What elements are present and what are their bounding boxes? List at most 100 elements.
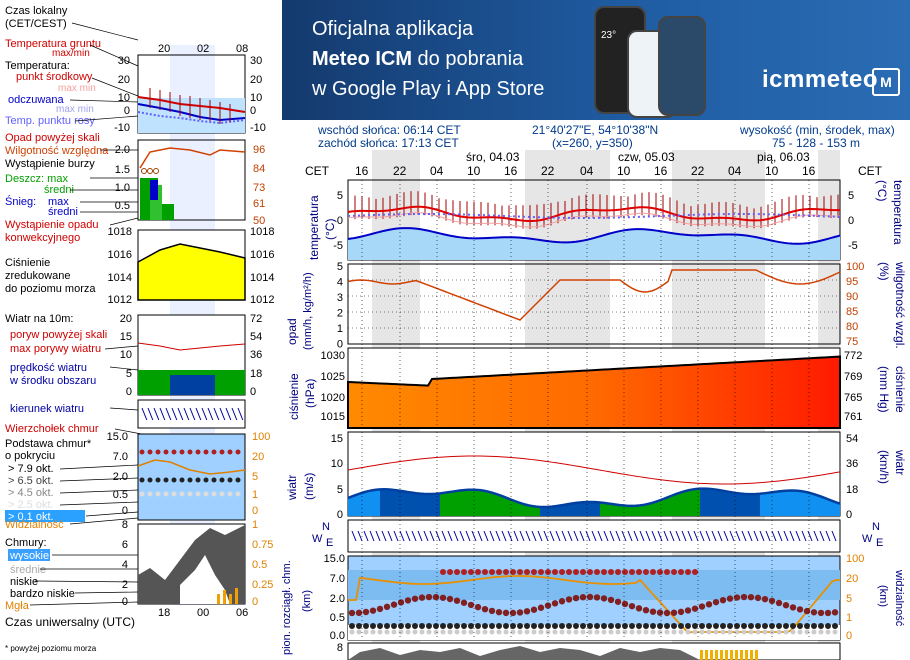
cloud-base-dot-thin (629, 629, 635, 635)
mini-cloud-base-dot (139, 477, 145, 483)
cloud-base-dot (789, 604, 797, 611)
wind-arrow (405, 530, 411, 542)
cloud-base-dot (376, 605, 384, 613)
wind-arrow (759, 530, 765, 542)
cloud-base-dot (390, 601, 398, 608)
cloud-top-dot (496, 569, 502, 575)
cloud-base-dot (530, 606, 538, 613)
wind-arrow (453, 530, 459, 542)
cloud-top-dot (671, 569, 677, 575)
cloud-base-dot-low (615, 623, 621, 629)
day-label-1: śro, 04.03 (466, 150, 520, 164)
wind-arrow (141, 407, 148, 421)
legend-leader-lines (29, 22, 201, 606)
cloud-base-dot (439, 594, 447, 601)
cloud-top-dot (468, 569, 474, 575)
mini-low-l-5: 0 (122, 596, 128, 608)
cloud-base-dot-low (468, 623, 474, 629)
mini-cloud-base-dot (147, 477, 153, 483)
legend-cloud-base: Podstawa chmur* (5, 438, 92, 450)
cloud-base-dot-thin (776, 629, 782, 635)
legend-wind-speed-2: w środku obszaru (9, 375, 96, 387)
app-promo-banner[interactable]: Oficjalna aplikacja Meteo ICM do pobrani… (282, 0, 910, 120)
mini-cloud-base-dot (155, 477, 161, 483)
wind-arrow (201, 407, 208, 421)
wind-arrow (507, 530, 513, 542)
cloud-base-dot-thin (363, 629, 369, 635)
wind-arrow (639, 530, 645, 542)
cloud-base-dot-thin (664, 629, 670, 635)
mini-temp-bars (149, 88, 231, 124)
cloud-base-dot (614, 598, 622, 605)
cloud-base-dot (523, 608, 531, 615)
mini-temp-l-3: 10 (118, 92, 130, 104)
cloud-base-dot-thin (678, 629, 684, 635)
cloud-base-dot-low (475, 623, 481, 629)
mini-press-l-4: 1012 (108, 294, 132, 306)
mini-wind-arrows (141, 407, 244, 421)
cloud-base-dot (663, 609, 671, 617)
cloud-base-dot-low (559, 623, 565, 629)
cloud-base-dot (635, 605, 643, 612)
wind-arrow (807, 530, 813, 542)
cloud-base-dot-thin (706, 629, 712, 635)
legend-precip-over: Opad powyżej skali (5, 132, 100, 144)
mini-low-l-4: 2 (122, 579, 128, 591)
legend-snow-mid: średni (48, 206, 78, 218)
cloud-base-dot (796, 606, 804, 613)
mini-press-r-2: 1016 (250, 249, 274, 261)
legend-high-swatch (8, 549, 50, 561)
cloud-base-dot-low (412, 623, 418, 629)
wind-r-0: 0 (846, 509, 852, 521)
wind-arrow (597, 530, 603, 542)
cloud-base-dot-low (790, 623, 796, 629)
wind-l-5: 5 (337, 484, 343, 496)
cloud-base-dot-low (769, 623, 775, 629)
lowcloud-l-8: 8 (337, 642, 343, 654)
hour-label-11: 10 (765, 164, 779, 178)
fog-bar (710, 650, 713, 660)
mini-bottom-tick-1: 18 (158, 607, 170, 619)
cloud-base-dot-low (664, 623, 670, 629)
mini-cloud-r-1: 100 (252, 431, 270, 443)
dew-point-line (347, 213, 841, 219)
wind-arrow (459, 530, 465, 542)
wind-arrow (699, 530, 705, 542)
mini-cloud-base-dot (235, 477, 241, 483)
legend-precip-occ-2: konwekcyjnego (5, 232, 80, 244)
temp-axis-unit: (°C) (323, 219, 337, 240)
cloud-base-dot (691, 605, 699, 612)
temp-axis-title: temperatura (307, 195, 321, 260)
wind-l-15: 15 (331, 433, 343, 445)
legend-gusts-over: poryw powyżej skali (10, 329, 107, 341)
mini-humid-r-3: 73 (253, 182, 265, 194)
mini-cloud-r-5: 0 (252, 505, 258, 517)
mini-cloud-base-dot (211, 477, 217, 483)
cloud-base-dot (782, 601, 790, 609)
cloud-top-dot (573, 569, 579, 575)
banner-line-2-rest: do pobrania (412, 48, 524, 70)
cloud-base-dot-low (531, 623, 537, 629)
mini-cloud-panel (137, 433, 246, 521)
cloud-base-dot-thin (419, 629, 425, 635)
cloud-base-dot-thin (594, 629, 600, 635)
cloud-base-dot-low (706, 623, 712, 629)
cloud-base-dot (551, 600, 559, 607)
mini-cloud-base-dot (203, 477, 209, 483)
cloud-top-dot (657, 569, 663, 575)
cloud-base-dot-low (524, 623, 530, 629)
wind-arrow (651, 530, 657, 542)
cloud-base-dot-thin (783, 629, 789, 635)
mini-bottom-tick-2: 00 (197, 607, 209, 619)
cloud-base-dot-low (398, 623, 404, 629)
wind-arrow (189, 407, 196, 421)
legend-okt-79: > 7.9 okt. (8, 463, 54, 475)
cloud-base-dot-thin (615, 629, 621, 635)
cloud-base-dot (502, 609, 510, 617)
wind-arrow (237, 407, 244, 421)
wind-arrow (627, 530, 633, 542)
grid-position-text: (x=260, y=350) (552, 136, 633, 150)
cloud-axis-title: pion. rozciągł. chm. (281, 560, 293, 655)
cloud-base-dot (775, 599, 783, 607)
